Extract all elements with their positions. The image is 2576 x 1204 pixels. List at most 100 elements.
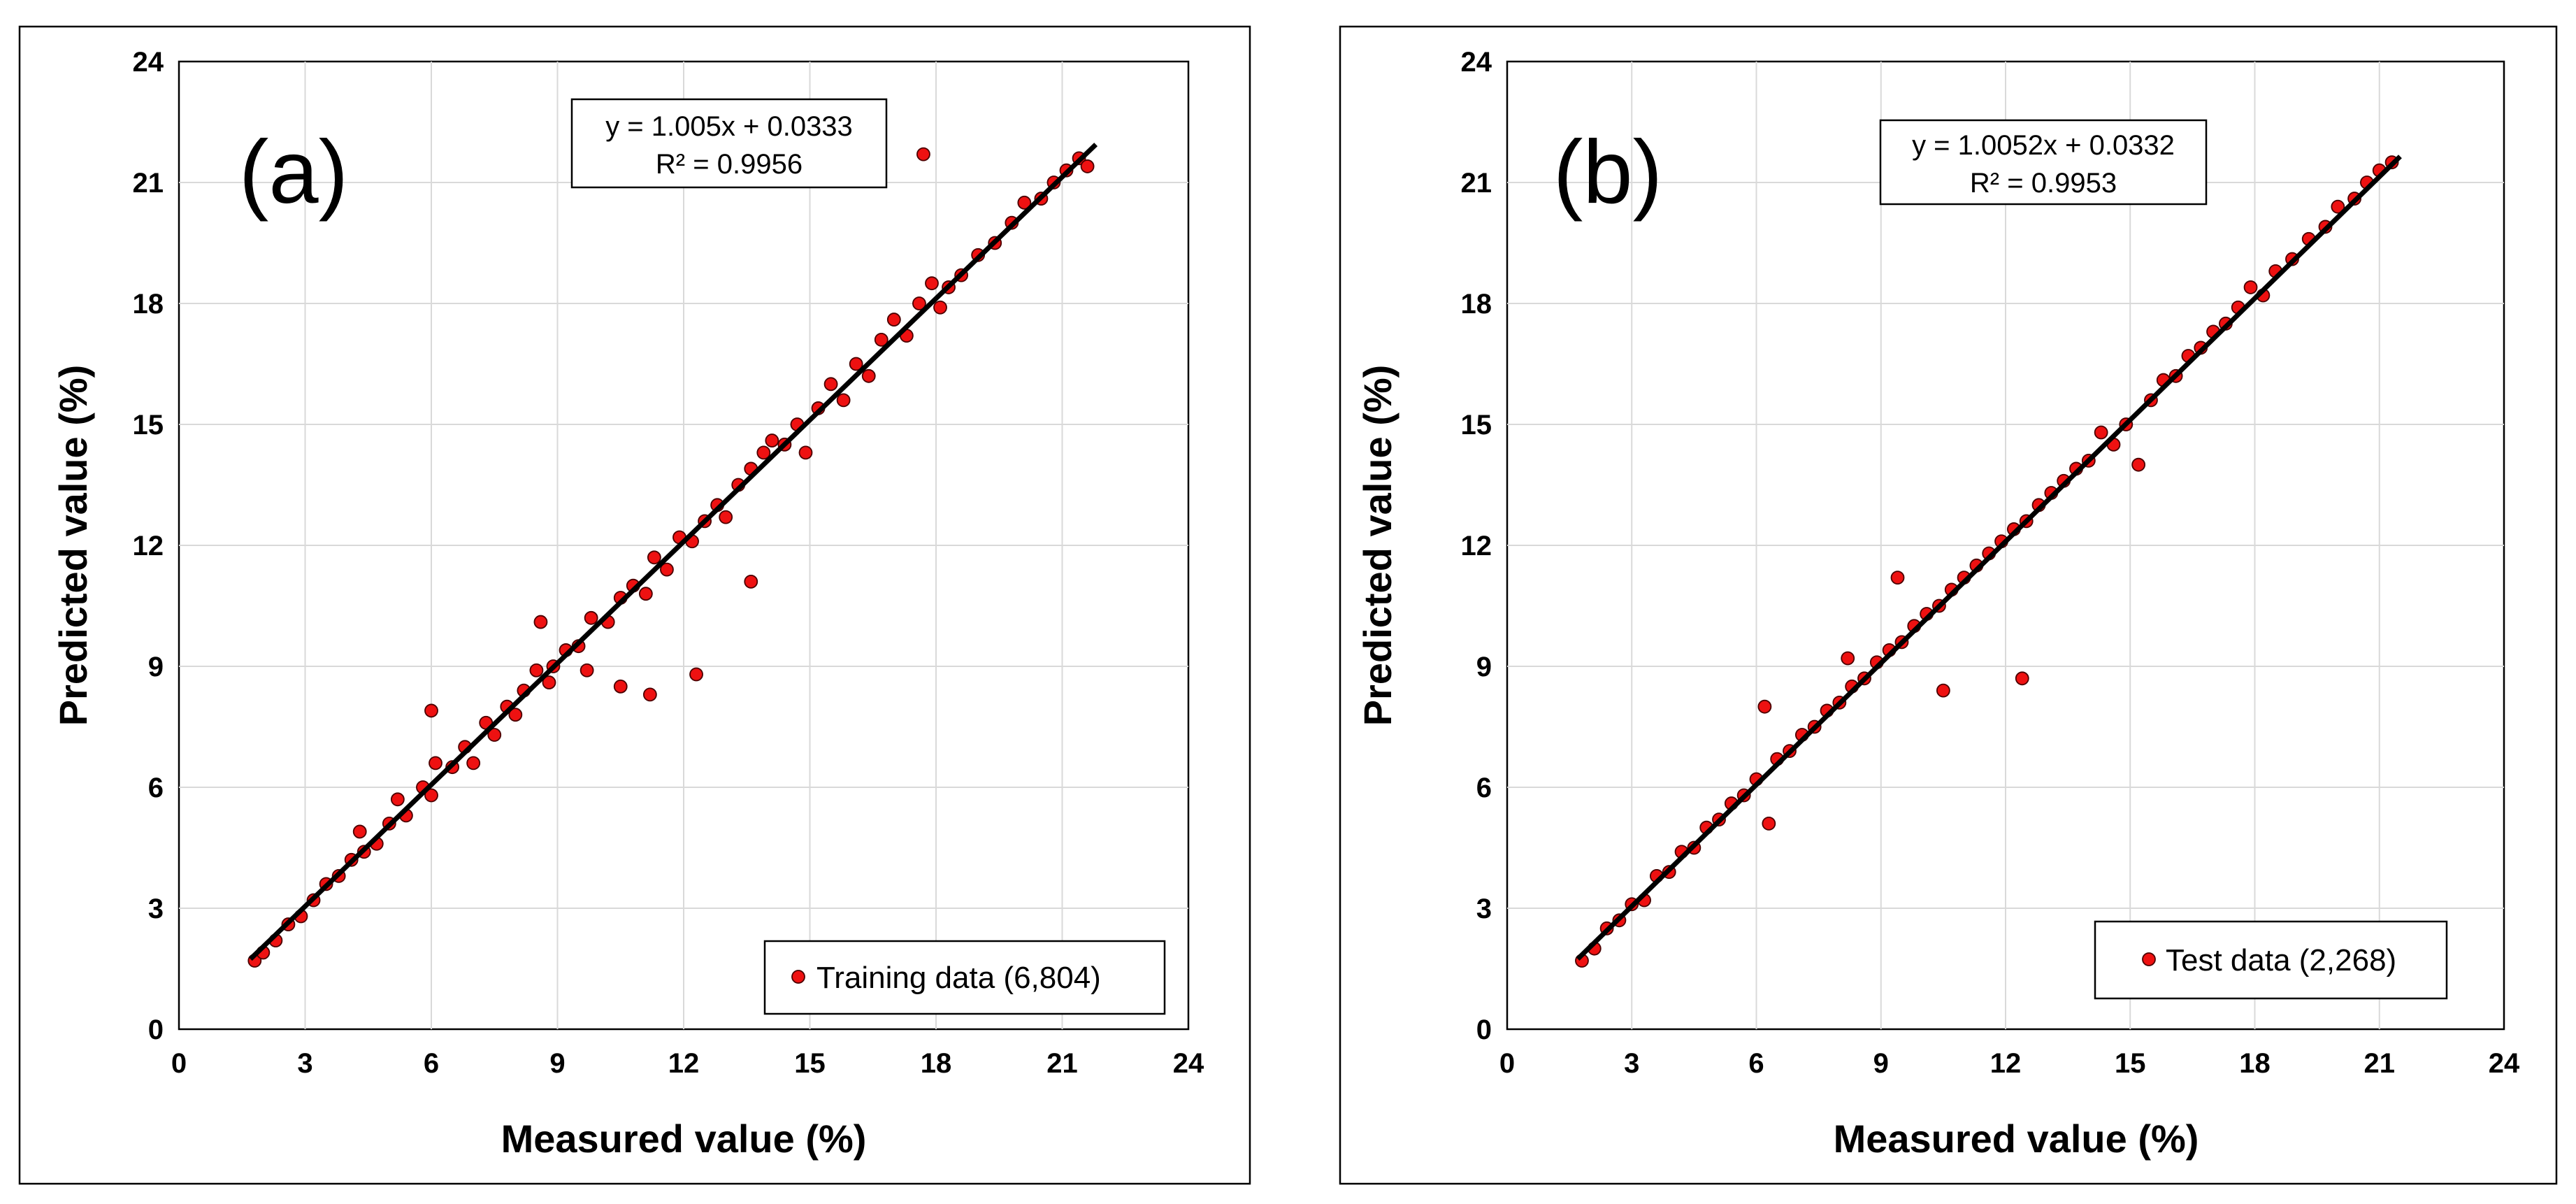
data-point [798,445,813,460]
gridlines [1507,62,2504,1029]
y-tick-label: 15 [133,410,164,440]
chart-panel-b: 0 3 6 9 12 15 18 21 24 0 3 6 9 12 15 18 21 24 (b) y = 1.… [1339,25,2558,1185]
x-tick-label: 21 [1046,1048,1078,1079]
data-point [660,562,674,577]
data-point [765,433,779,447]
equation-box: y = 1.0052x + 0.0332 R² = 0.9953 [1879,119,2208,206]
legend: Training data (6,804) [763,940,1166,1015]
y-tick-label: 9 [148,652,164,682]
x-tick-label: 3 [297,1048,312,1079]
data-point [719,510,733,524]
x-tick-label: 9 [549,1048,565,1079]
data-point [1757,699,1772,714]
data-point [580,663,594,678]
y-tick-label: 18 [1461,289,1492,320]
y-tick-label: 3 [148,894,164,924]
y-tick-label: 9 [1476,652,1492,682]
x-tick-label: 6 [424,1048,439,1079]
data-point [823,377,838,392]
x-tick-label: 18 [921,1048,952,1079]
y-tick-label: 18 [133,289,164,320]
x-tick-label: 0 [1499,1048,1515,1079]
x-tick-label: 21 [2364,1048,2396,1079]
data-point [642,687,657,702]
y-tick-label: 3 [1476,894,1492,924]
x-tick-label: 0 [171,1048,187,1079]
data-point [424,703,438,718]
data-point [508,708,523,722]
data-point [2094,425,2108,440]
data-point [542,675,556,689]
y-tick-label: 24 [133,47,164,78]
x-tick-label: 3 [1624,1048,1639,1079]
data-point [584,610,598,625]
data-point [2131,457,2146,472]
data-point [1841,651,1855,666]
data-point [1017,195,1032,210]
data-point [647,550,661,565]
y-tick-label: 21 [133,168,164,199]
x-tick-labels: 0 3 6 9 12 15 18 21 24 [171,1048,1204,1079]
data-point [1936,683,1950,698]
data-point [638,587,653,601]
x-axis-title: Measured value (%) [1834,1117,2199,1161]
data-point [689,667,703,682]
data-point [466,756,481,771]
x-tick-label: 12 [668,1048,700,1079]
y-tick-label: 15 [1461,410,1492,440]
y-tick-labels: 0 3 6 9 12 15 18 21 24 [133,47,164,1045]
y-tick-labels: 0 3 6 9 12 15 18 21 24 [1461,47,1492,1045]
trendline [1576,155,2402,961]
chart-panel-a: 0 3 6 9 12 15 18 21 24 0 3 6 9 12 15 18 21 24 (a) y = 1.… [18,25,1251,1185]
data-point [886,313,901,327]
data-point [2015,671,2029,686]
data-point [925,276,939,291]
regression-equation: y = 1.005x + 0.0333 [605,111,853,142]
equation-box: y = 1.005x + 0.0333 R² = 0.9956 [570,98,888,189]
data-point [912,296,926,310]
legend-label: Training data (6,804) [816,961,1101,995]
legend-frame [763,940,1166,1015]
x-axis-title: Measured value (%) [501,1117,867,1161]
data-point [424,788,438,803]
data-point [429,756,442,771]
data-point [861,368,876,383]
x-tick-label: 9 [1873,1048,1889,1079]
data-point [756,445,771,460]
data-point [874,332,888,347]
panel-label: (b) [1553,122,1662,222]
data-point [613,679,628,694]
x-tick-label: 15 [794,1048,826,1079]
data-point [1762,817,1776,831]
data-point [1890,571,1905,585]
equation-box-frame [570,98,888,189]
y-axis-title: Predicted value (%) [51,365,95,726]
x-tick-label: 12 [1990,1048,2022,1079]
data-point [2331,199,2345,214]
x-tick-label: 15 [2115,1048,2146,1079]
legend: Test data (2,268) [2094,920,2448,1000]
legend-label: Test data (2,268) [2166,943,2396,977]
data-point [2243,280,2258,294]
data-point [916,147,930,162]
x-tick-labels: 0 3 6 9 12 15 18 21 24 [1499,1048,2520,1079]
data-point [487,728,502,742]
data-point [529,663,544,678]
legend-marker [791,970,805,984]
data-point [352,824,367,839]
regression-equation: y = 1.0052x + 0.0332 [1912,130,2175,161]
r-squared-value: R² = 0.9953 [1970,168,2117,199]
x-tick-label: 24 [2489,1048,2520,1079]
y-tick-label: 24 [1461,47,1492,78]
data-point [744,575,758,589]
trendline [248,143,1098,961]
x-tick-label: 6 [1748,1048,1764,1079]
r-squared-value: R² = 0.9956 [656,149,803,180]
equation-box-frame [1879,119,2208,206]
legend-marker [2142,952,2156,966]
data-point [836,393,851,408]
x-tick-label: 24 [1173,1048,1204,1079]
y-tick-label: 0 [148,1015,164,1045]
y-tick-label: 12 [1461,531,1492,561]
